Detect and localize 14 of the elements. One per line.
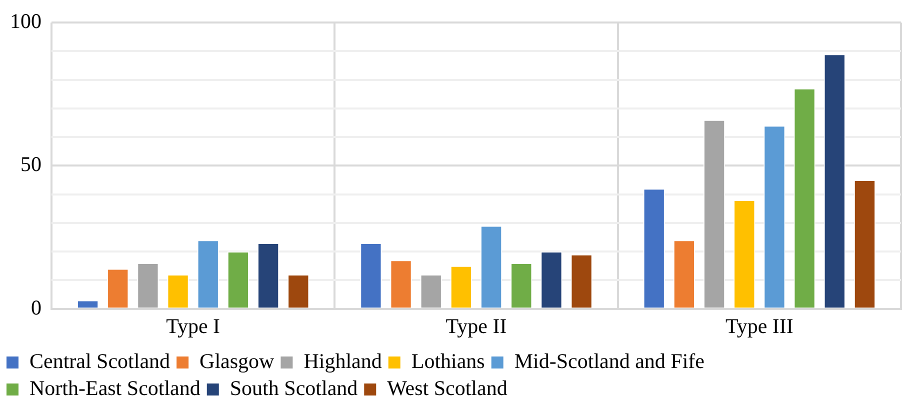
legend-label: South Scotland <box>230 376 358 400</box>
legend-label: Highland <box>304 349 382 374</box>
legend-label: Lothians <box>411 349 485 374</box>
legend-label: North-East Scotland <box>30 376 201 400</box>
y-tick-label: 0 <box>31 295 42 320</box>
y-tick-label: 100 <box>10 9 42 34</box>
x-tick-label: Type II <box>446 314 507 338</box>
legend-label: Glasgow <box>200 349 276 374</box>
x-tick-label: Type III <box>725 314 794 338</box>
legend-label: West Scotland <box>387 376 508 400</box>
x-tick-label: Type I <box>166 314 220 338</box>
legend-label: Mid-Scotland and Fife <box>514 349 704 374</box>
y-tick-label: 50 <box>20 152 42 176</box>
legend-label: Central Scotland <box>30 349 171 374</box>
